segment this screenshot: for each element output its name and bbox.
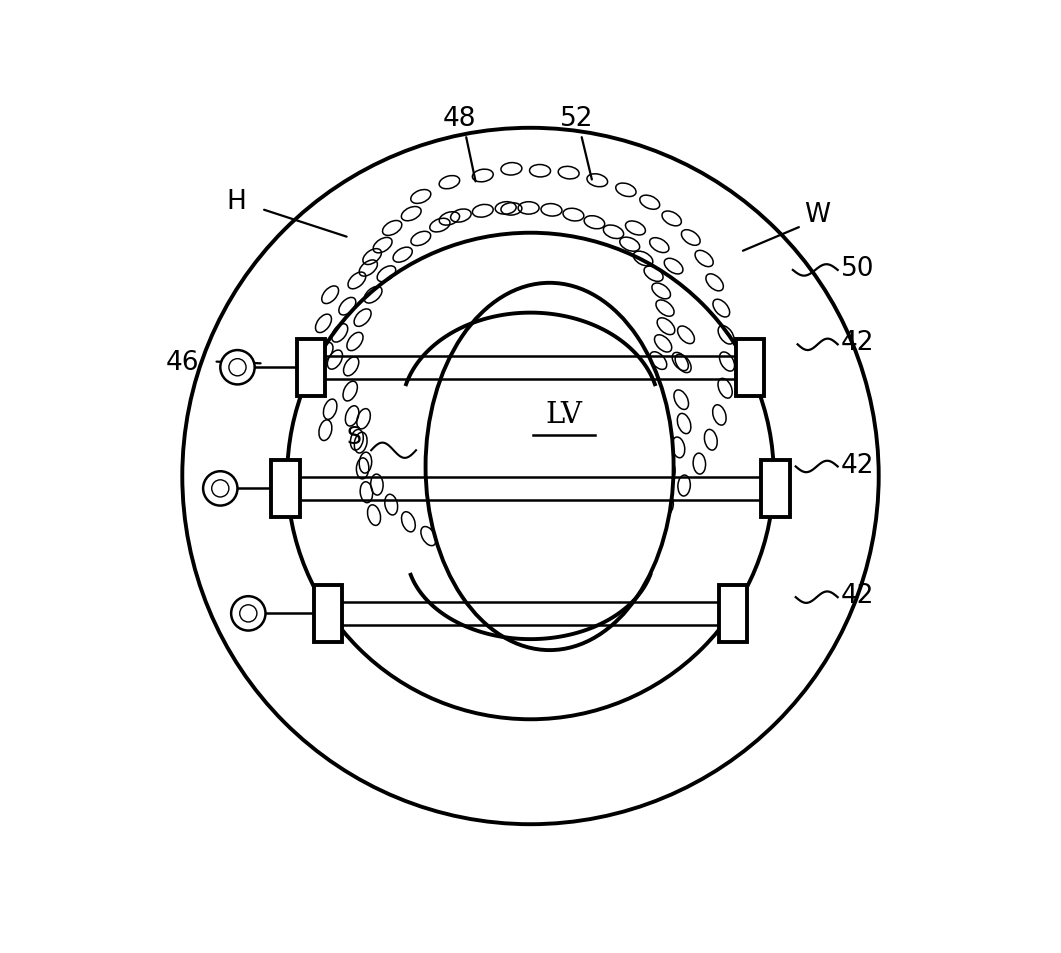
Circle shape [203,472,238,506]
Text: H: H [227,189,246,215]
Text: 46: 46 [166,349,199,375]
Text: 48: 48 [442,106,475,132]
Text: 42: 42 [841,582,874,609]
Text: 42: 42 [841,452,874,478]
Circle shape [221,351,255,385]
Ellipse shape [425,284,674,650]
Bar [719,585,748,642]
Text: S: S [347,424,362,449]
Text: LV: LV [545,400,582,429]
Bar [297,339,326,396]
Text: 50: 50 [841,255,874,282]
Text: W: W [803,201,830,228]
Text: 52: 52 [559,106,593,132]
Bar [735,339,764,396]
Text: 42: 42 [841,330,874,356]
Bar [761,460,789,517]
Bar [313,585,342,642]
Bar [272,460,300,517]
Circle shape [231,597,265,631]
